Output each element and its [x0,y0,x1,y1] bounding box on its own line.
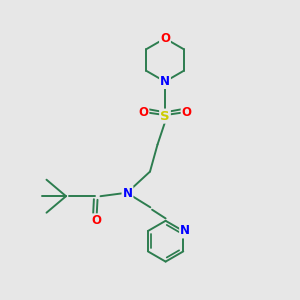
Text: O: O [160,32,170,45]
Text: N: N [122,187,133,200]
Text: N: N [180,224,190,238]
Text: N: N [160,75,170,88]
Text: O: O [138,106,148,119]
Text: S: S [160,110,170,123]
Text: O: O [182,106,192,119]
Text: O: O [91,214,101,227]
